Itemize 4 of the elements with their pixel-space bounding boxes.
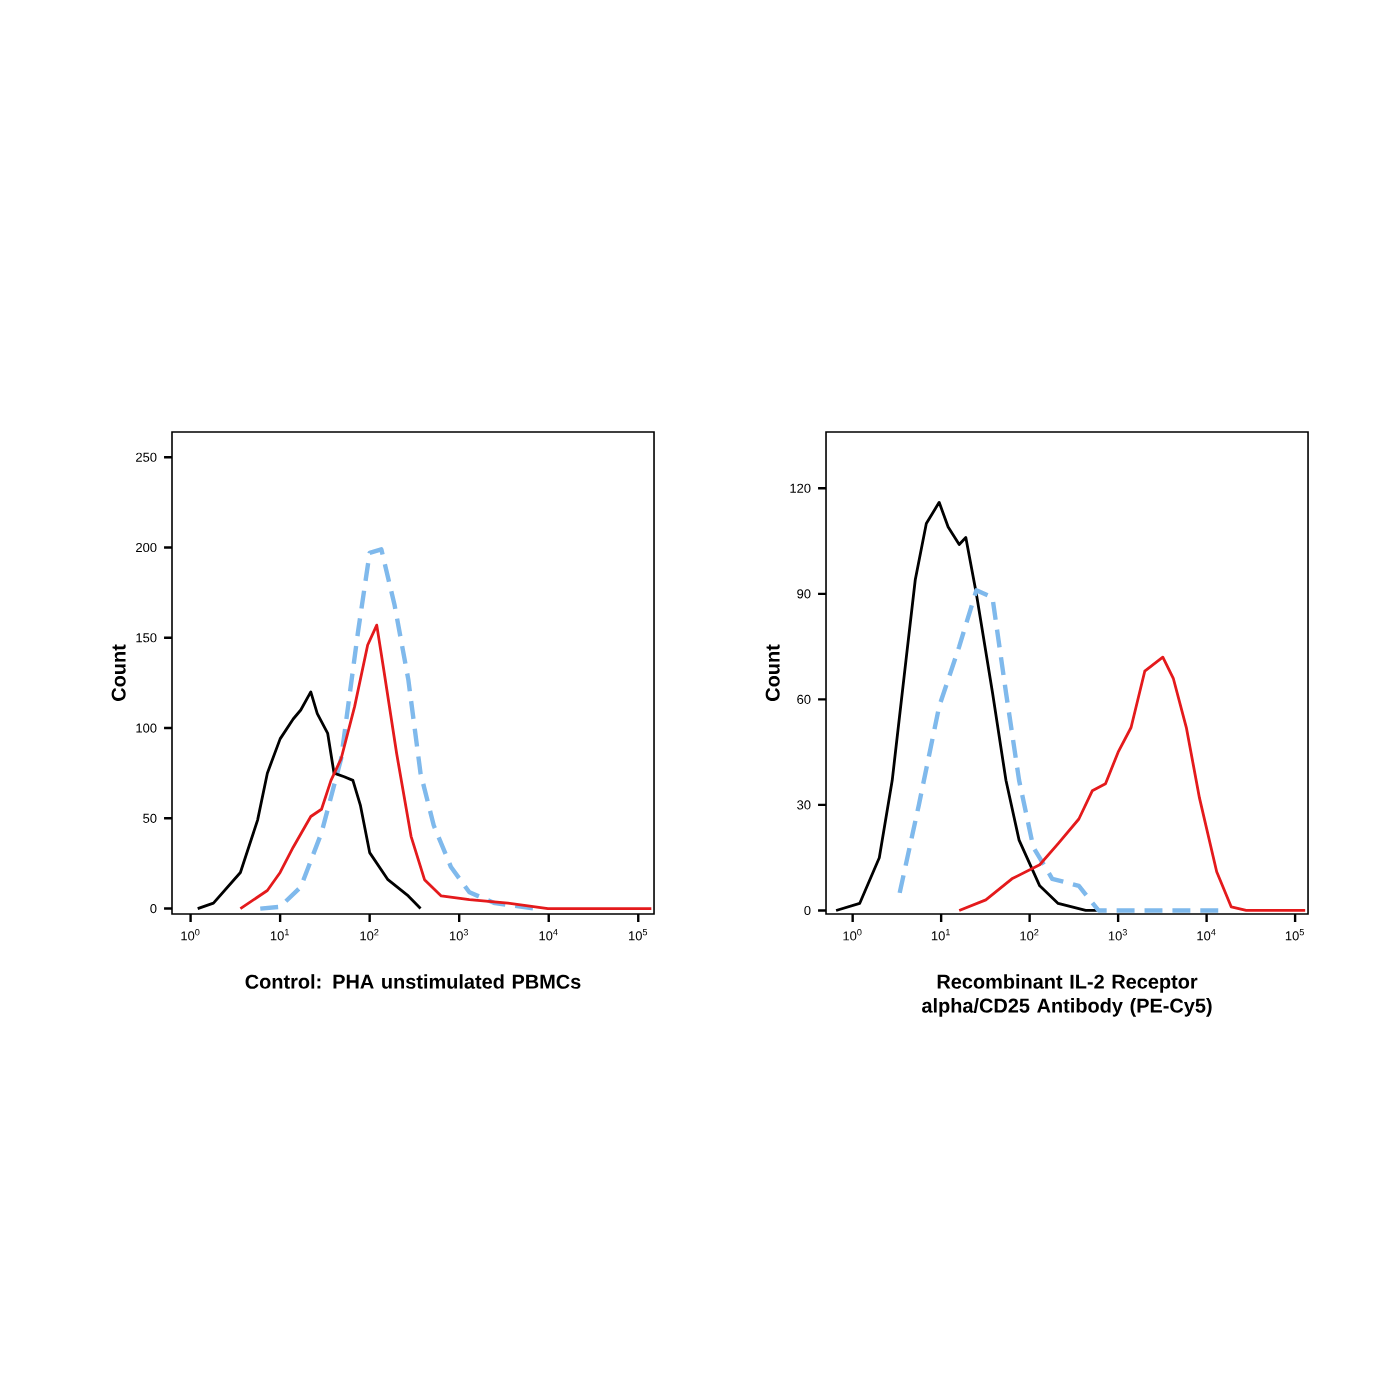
x-axis-title: Control: PHA unstimulated PBMCs xyxy=(245,974,581,989)
x-axis-title: Recombinant IL-2 Receptor alpha/CD25 Antibody (PE-Cy5) xyxy=(922,974,1212,1017)
y-axis-title: Count xyxy=(765,644,780,701)
y-axis-title: Count xyxy=(111,644,126,701)
